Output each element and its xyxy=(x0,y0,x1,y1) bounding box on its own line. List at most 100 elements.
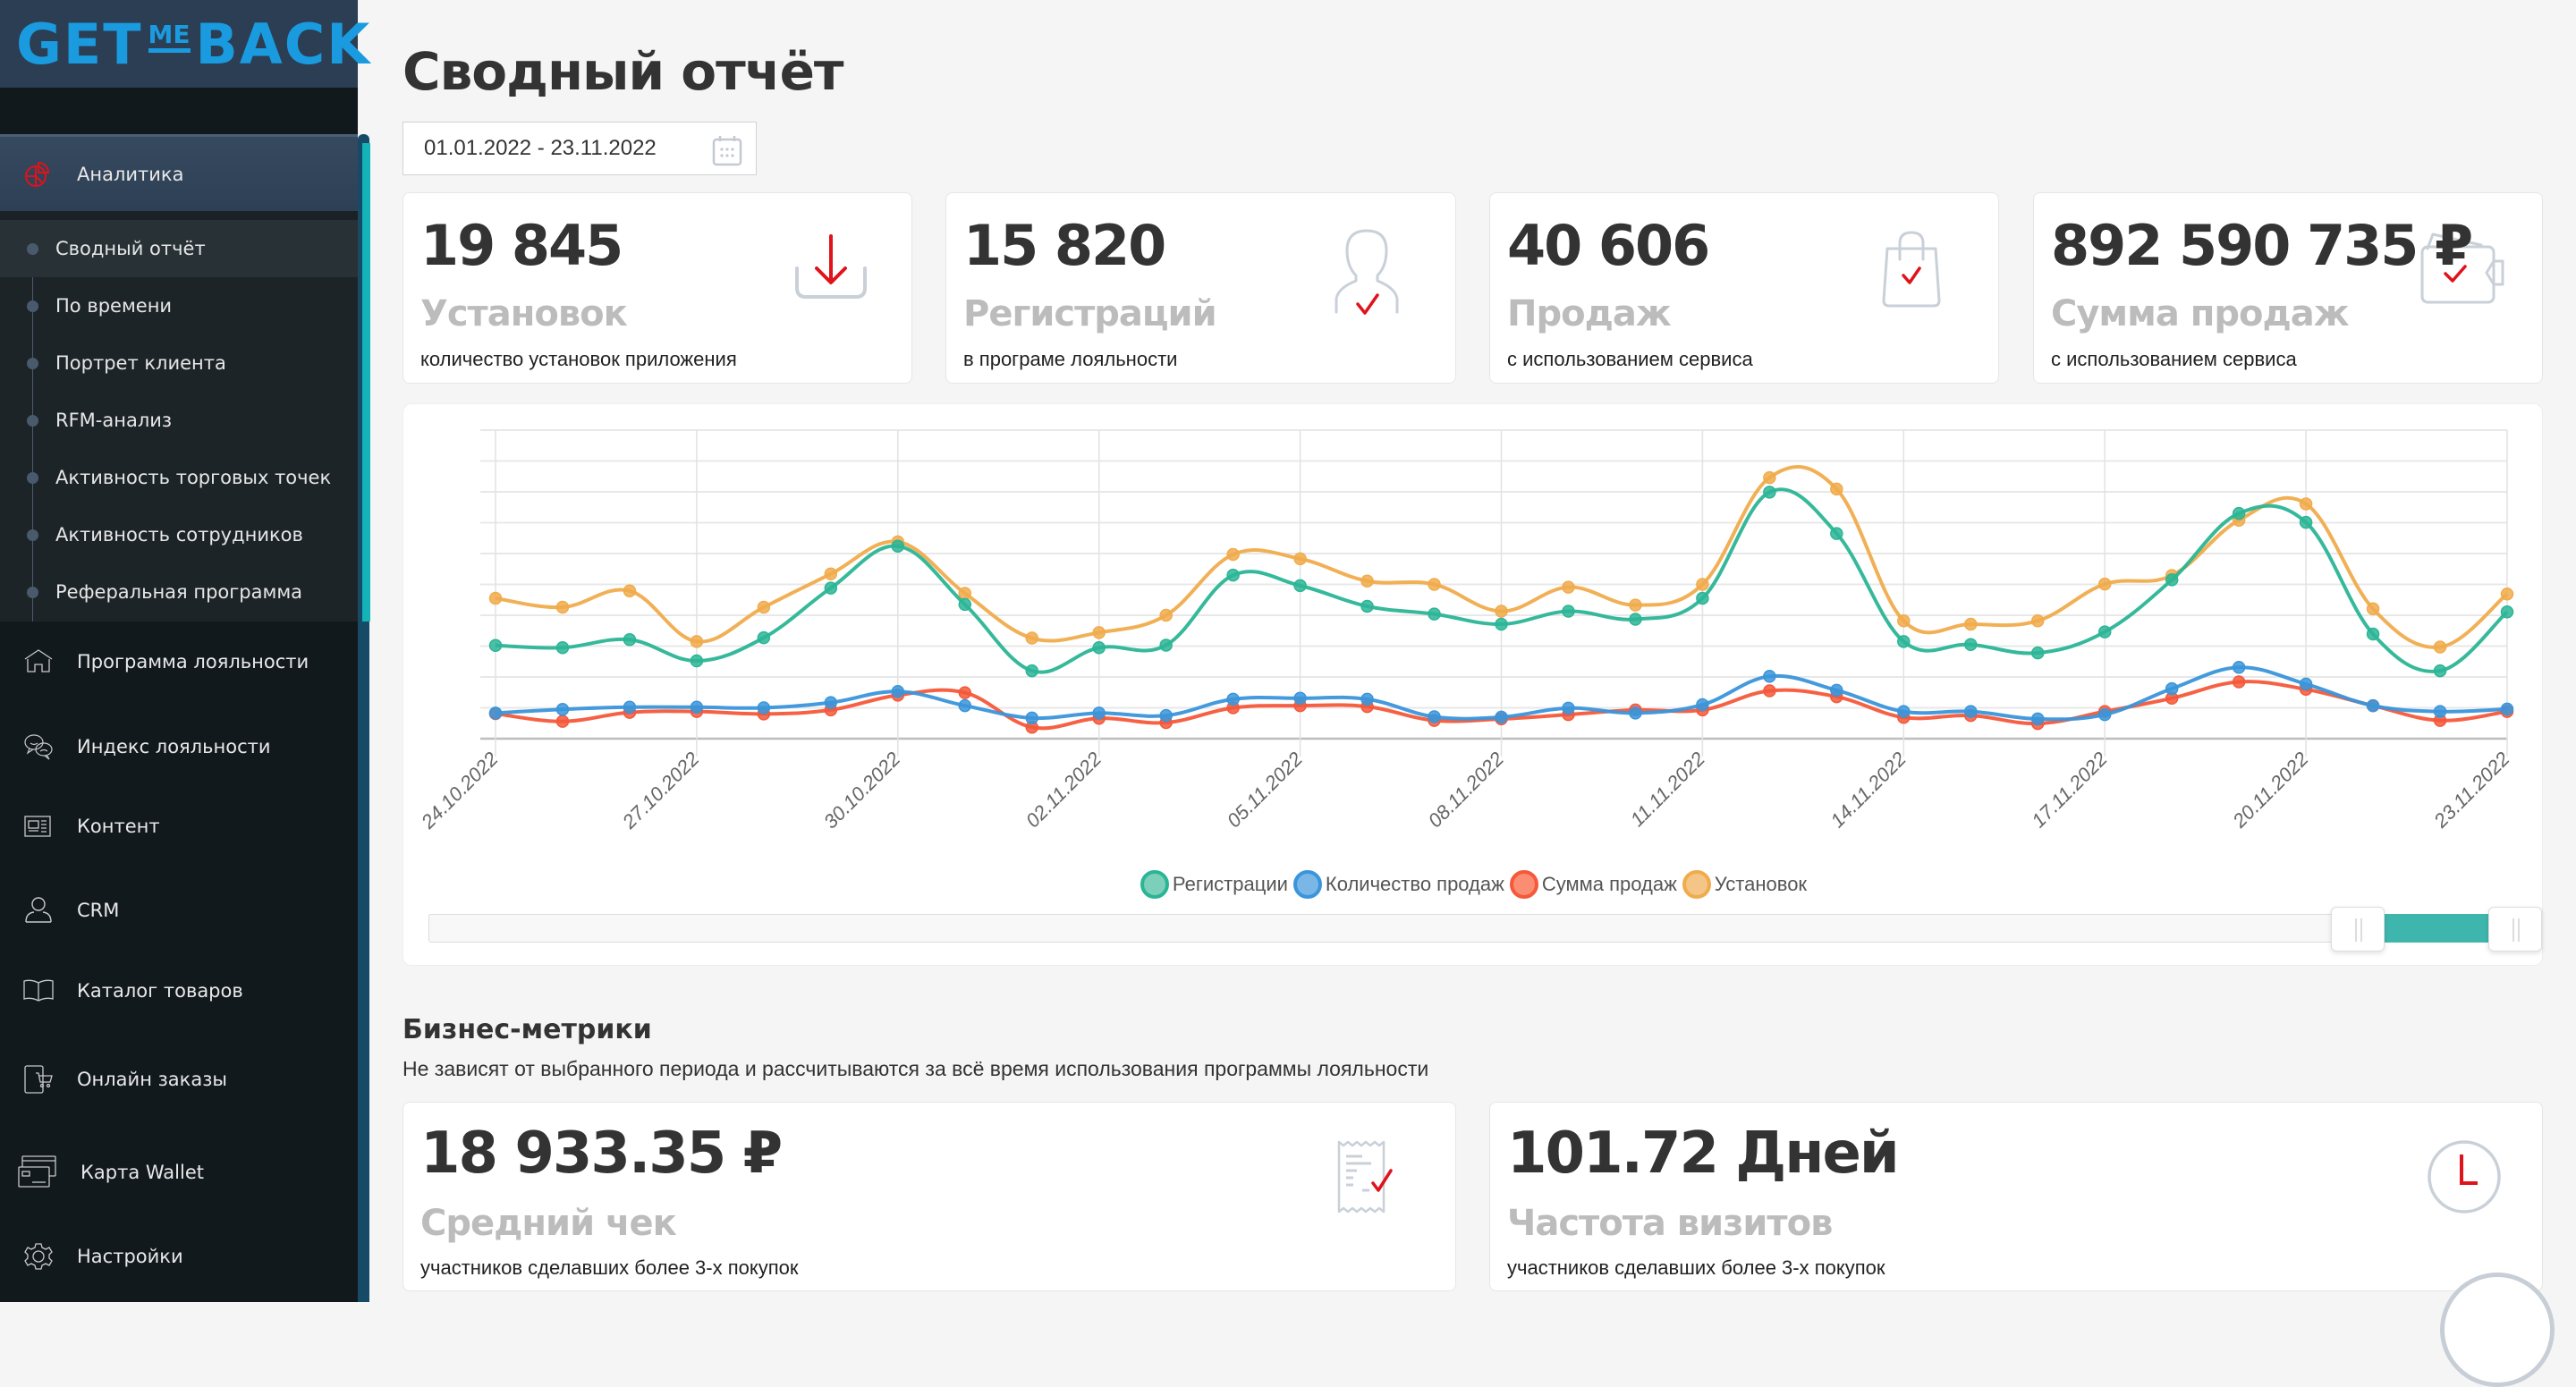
data-point xyxy=(2433,664,2447,678)
data-point xyxy=(1226,692,1240,706)
data-point xyxy=(2366,602,2380,616)
legend-label: Установок xyxy=(1714,873,1808,895)
floating-action-button[interactable] xyxy=(2440,1273,2555,1387)
data-point xyxy=(690,654,704,668)
data-point xyxy=(555,715,570,728)
data-point xyxy=(2299,677,2313,691)
kpi-subtitle: с использованием сервиса xyxy=(2051,348,2297,370)
bullet-icon xyxy=(27,242,38,255)
sidebar-item-settings[interactable]: Настройки xyxy=(0,1230,358,1283)
data-point xyxy=(623,584,637,597)
range-slider-track[interactable] xyxy=(428,914,2542,943)
sidebar-item-label: Индекс лояльности xyxy=(77,736,271,757)
data-point xyxy=(1763,684,1776,698)
data-point xyxy=(757,630,771,645)
legend-item-sales-count[interactable]: Количество продаж xyxy=(1292,870,1504,899)
logo[interactable]: GET ME BACK xyxy=(16,11,372,77)
range-slider-left-handle[interactable] xyxy=(2330,907,2385,951)
submenu-item-referral[interactable]: Реферальная программа xyxy=(0,563,358,621)
data-point xyxy=(958,597,972,612)
bullet-icon xyxy=(27,357,38,369)
data-point xyxy=(1897,635,1911,648)
sidebar-item-label: Программа лояльности xyxy=(77,651,309,672)
sidebar-item-analytics[interactable]: Аналитика xyxy=(0,134,358,211)
calendar-icon[interactable] xyxy=(711,134,743,166)
data-point xyxy=(1360,692,1374,706)
x-tick-label: 02.11.2022 xyxy=(1021,748,1106,832)
sidebar-item-label: CRM xyxy=(77,900,120,921)
sidebar-item-catalog[interactable]: Каталог товаров xyxy=(0,964,358,1018)
data-point xyxy=(2366,627,2380,641)
data-point xyxy=(2433,640,2447,654)
sidebar-scrollbar-thumb[interactable] xyxy=(362,143,370,622)
kpi-card-sales-sum: 892 590 735 ₽ Сумма продаж с использован… xyxy=(2033,192,2543,384)
kpi-title: Установок xyxy=(420,293,628,334)
data-point xyxy=(1428,710,1441,723)
sidebar-item-loyalty-program[interactable]: Программа лояльности xyxy=(0,635,358,689)
sidebar-item-online-orders[interactable]: Онлайн заказы xyxy=(0,1053,358,1106)
data-point xyxy=(555,702,570,716)
shopping-bag-icon xyxy=(1882,231,1941,308)
mobile-cart-icon xyxy=(24,1065,53,1094)
kpi-value: 40 606 xyxy=(1507,213,1710,278)
data-point xyxy=(2232,506,2246,520)
data-point xyxy=(2500,605,2514,619)
newspaper-icon xyxy=(24,816,51,837)
data-point xyxy=(1763,470,1776,485)
data-point xyxy=(824,567,838,581)
metric-title: Средний чек xyxy=(420,1203,677,1244)
submenu-item-by-time[interactable]: По времени xyxy=(0,277,358,334)
kpi-subtitle: количество установок приложения xyxy=(420,348,737,370)
submenu-label: По времени xyxy=(55,295,173,317)
submenu-item-staff-activity[interactable]: Активность сотрудников xyxy=(0,506,358,563)
kpi-title: Продаж xyxy=(1507,293,1672,334)
logo-get: GET xyxy=(16,11,143,77)
legend-item-registrations[interactable]: Регистрации xyxy=(1140,870,1288,899)
chart-legend: Регистрации Количество продаж Сумма прод… xyxy=(403,870,2544,899)
bullet-icon xyxy=(27,586,38,598)
submenu-item-rfm[interactable]: RFM-анализ xyxy=(0,392,358,449)
data-point xyxy=(2097,625,2112,639)
data-point xyxy=(1025,664,1038,678)
submenu-item-summary[interactable]: Сводный отчёт xyxy=(0,220,358,277)
data-point xyxy=(2433,705,2447,718)
data-point xyxy=(2299,515,2313,529)
bullet-icon xyxy=(27,300,38,312)
bullet-icon xyxy=(27,471,38,484)
data-point xyxy=(2165,681,2179,696)
submenu-label: Активность торговых точек xyxy=(55,467,332,488)
data-point xyxy=(2165,573,2179,587)
analytics-submenu: Сводный отчёт По времени Портрет клиента… xyxy=(0,211,358,622)
kpi-card-installs: 19 845 Установок количество установок пр… xyxy=(402,192,912,384)
metric-card-average-check: 18 933.35 ₽ Средний чек участников сдела… xyxy=(402,1102,1456,1291)
sidebar-item-content[interactable]: Контент xyxy=(0,799,358,853)
data-point xyxy=(1964,638,1978,652)
logo-back: BACK xyxy=(195,11,372,77)
wallet-icon xyxy=(2420,233,2504,304)
range-slider-right-handle[interactable] xyxy=(2488,907,2542,951)
submenu-label: Портрет клиента xyxy=(55,352,226,374)
legend-item-installs[interactable]: Установок xyxy=(1682,870,1807,899)
x-tick-label: 20.11.2022 xyxy=(2228,748,2313,833)
submenu-item-client-portrait[interactable]: Портрет клиента xyxy=(0,334,358,392)
data-point xyxy=(757,701,771,715)
data-point xyxy=(1092,626,1106,639)
sidebar-item-label: Каталог товаров xyxy=(77,980,243,1002)
data-point xyxy=(891,539,905,553)
x-tick-label: 27.10.2022 xyxy=(617,748,703,833)
sidebar-item-wallet-card[interactable]: Карта Wallet xyxy=(0,1146,358,1199)
line-chart[interactable]: 24.10.2022 27.10.2022 30.10.2022 02.11.2022… xyxy=(403,404,2544,869)
date-range-value: 01.01.2022 - 23.11.2022 xyxy=(424,136,657,160)
data-point xyxy=(2366,698,2380,713)
submenu-item-store-activity[interactable]: Активность торговых точек xyxy=(0,449,358,506)
x-tick-label: 30.10.2022 xyxy=(819,748,905,833)
data-point xyxy=(2232,661,2246,674)
business-metrics-title: Бизнес-метрики xyxy=(402,1014,652,1045)
sidebar-item-loyalty-index[interactable]: Индекс лояльности xyxy=(0,720,358,774)
sidebar-item-crm[interactable]: CRM xyxy=(0,884,358,937)
metric-value: 101.72 Дней xyxy=(1507,1121,1900,1187)
date-range-input[interactable]: 01.01.2022 - 23.11.2022 xyxy=(402,122,757,175)
x-tick-label: 08.11.2022 xyxy=(1424,748,1508,832)
legend-item-sales-sum[interactable]: Сумма продаж xyxy=(1509,870,1677,899)
data-point xyxy=(555,640,570,655)
